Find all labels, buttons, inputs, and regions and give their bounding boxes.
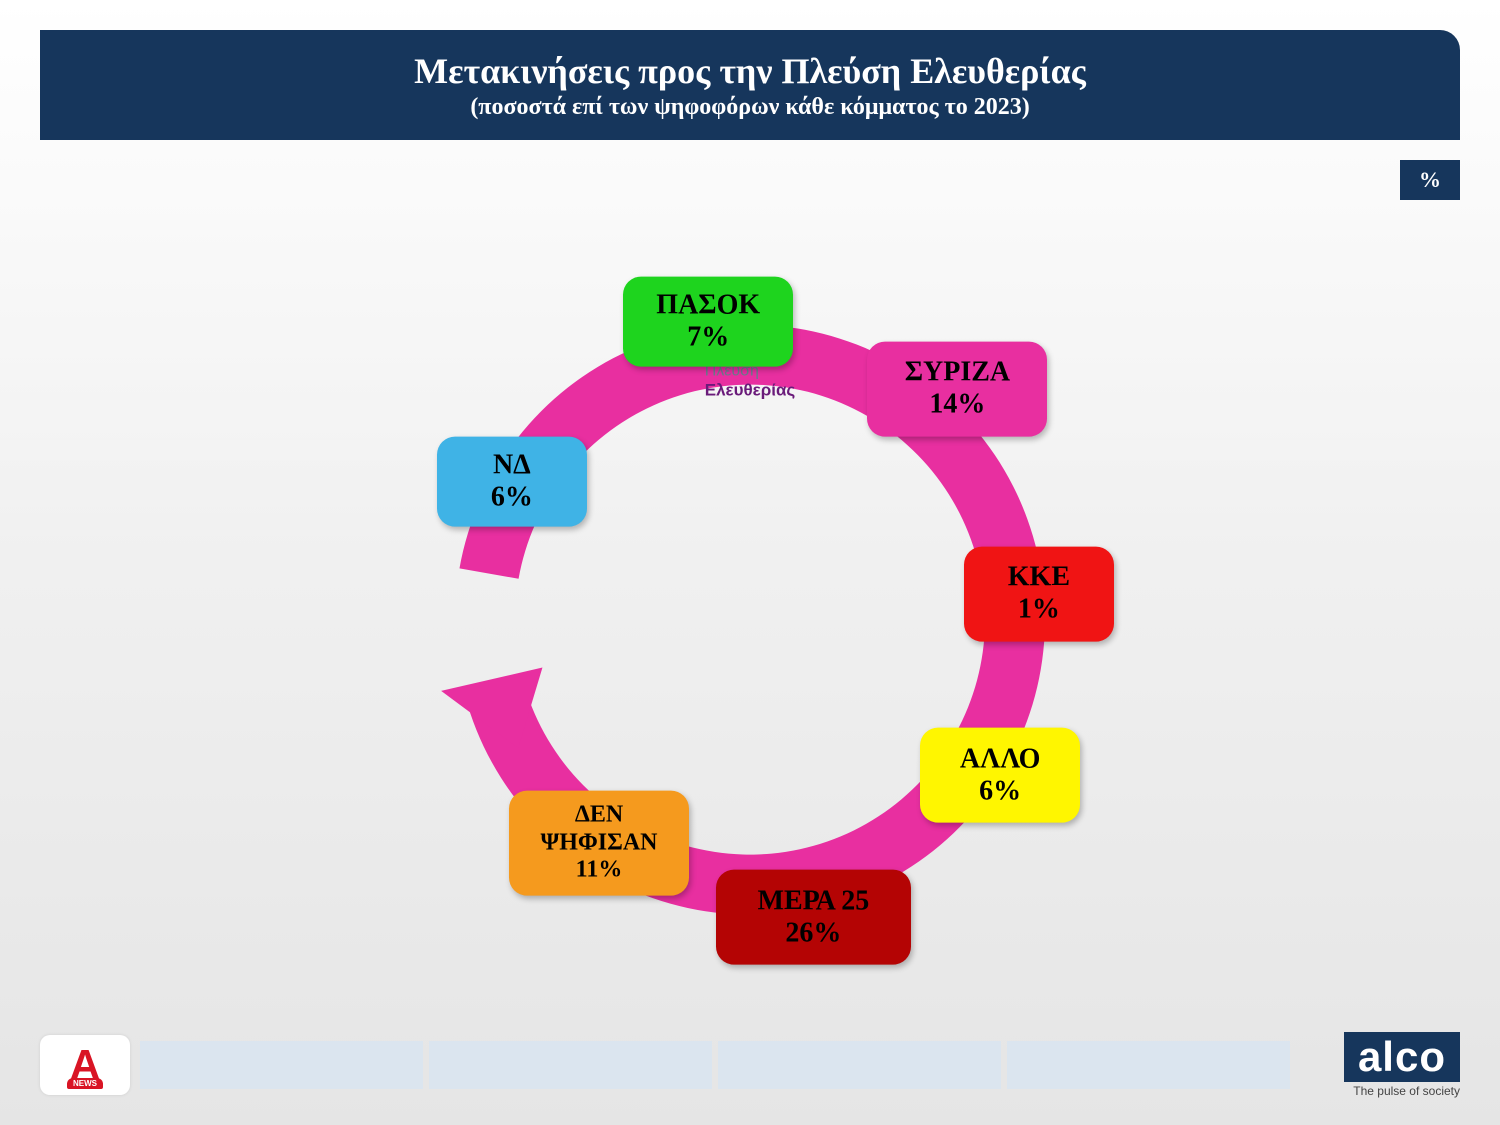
header-bar: Μετακινήσεις προς την Πλεύση Ελευθερίας … [40, 30, 1460, 140]
footer-block [718, 1041, 1001, 1089]
alco-tagline: The pulse of society [1353, 1084, 1460, 1098]
footer-block [140, 1041, 423, 1089]
party-box: ΑΛΛΟ6% [920, 728, 1080, 823]
alpha-news-logo: A NEWS [40, 1035, 130, 1095]
flow-chart: ΠλεύσηΕλευθερίαςΝΔ6%ΠΑΣΟΚ7%ΣΥΡΙΖΑ14%ΚΚΕ1… [0, 170, 1500, 1005]
footer-block [1007, 1041, 1290, 1089]
party-value: 1% [1018, 594, 1060, 626]
party-box: ΣΥΡΙΖΑ14% [867, 341, 1047, 436]
party-label: ΑΛΛΟ [960, 743, 1041, 775]
page-subtitle: (ποσοστά επί των ψηφοφόρων κάθε κόμματος… [470, 94, 1029, 121]
party-label: ΝΔ [493, 449, 531, 481]
footer-block [429, 1041, 712, 1089]
footer-blocks [140, 1041, 1290, 1089]
party-label: ΚΚΕ [1008, 562, 1070, 594]
party-label: ΔΕΝ ΨΗΦΙΣΑΝ [527, 802, 671, 857]
party-label: ΜΕΡΑ 25 [758, 885, 870, 917]
party-value: 7% [687, 322, 729, 354]
party-value: 26% [785, 917, 841, 949]
center-label-2: Ελευθερίας [705, 380, 796, 400]
alco-name: alco [1344, 1032, 1460, 1082]
party-value: 14% [929, 389, 985, 421]
party-box: ΚΚΕ1% [964, 546, 1114, 641]
alpha-news-tag: NEWS [67, 1078, 103, 1089]
party-box: ΜΕΡΑ 2526% [716, 870, 911, 965]
footer-bar: A NEWS alco The pulse of society [40, 1035, 1460, 1095]
party-label: ΣΥΡΙΖΑ [905, 357, 1010, 389]
party-label: ΠΑΣΟΚ [656, 290, 760, 322]
alco-logo: alco The pulse of society [1300, 1035, 1460, 1095]
party-value: 6% [491, 482, 533, 514]
party-box: ΔΕΝ ΨΗΦΙΣΑΝ11% [509, 790, 689, 895]
party-value: 6% [979, 775, 1021, 807]
page-title: Μετακινήσεις προς την Πλεύση Ελευθερίας [414, 50, 1086, 92]
ring-container: ΠλεύσηΕλευθερίαςΝΔ6%ΠΑΣΟΚ7%ΣΥΡΙΖΑ14%ΚΚΕ1… [355, 224, 1145, 1014]
party-box: ΝΔ6% [437, 437, 587, 527]
party-value: 11% [576, 857, 623, 885]
party-box: ΠΑΣΟΚ7% [623, 277, 793, 367]
